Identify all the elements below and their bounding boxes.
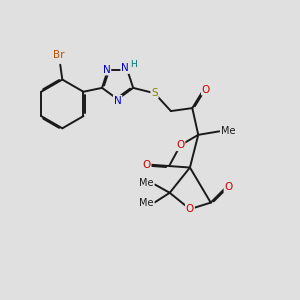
Text: N: N <box>121 63 129 73</box>
Text: O: O <box>176 140 184 150</box>
Text: Br: Br <box>53 50 64 60</box>
Text: Me: Me <box>139 199 154 208</box>
Text: O: O <box>224 182 233 192</box>
Text: Me: Me <box>139 178 154 188</box>
Text: N: N <box>103 64 110 75</box>
Text: Me: Me <box>221 126 235 136</box>
Text: O: O <box>202 85 210 95</box>
Text: O: O <box>186 204 194 214</box>
Text: S: S <box>151 88 158 98</box>
Text: N: N <box>114 96 122 106</box>
Text: O: O <box>142 160 151 170</box>
Text: H: H <box>130 60 137 69</box>
